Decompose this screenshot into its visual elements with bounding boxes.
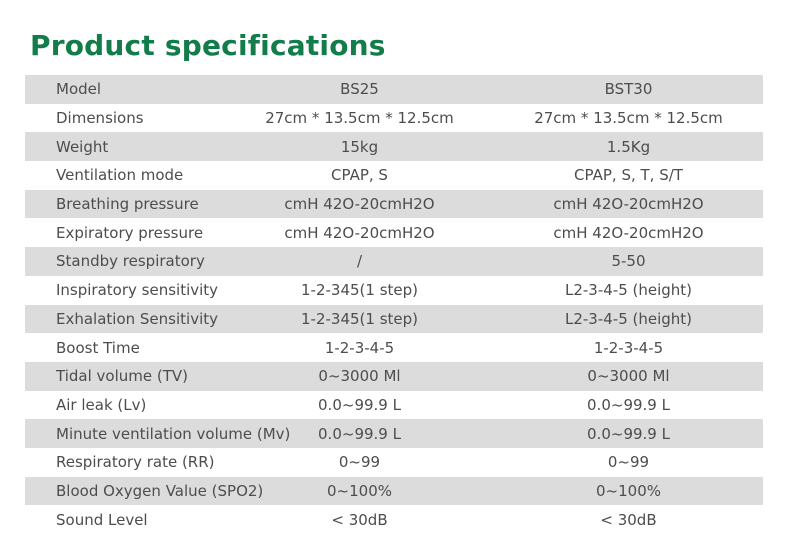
spec-bs25-cell: 15kg: [340, 137, 379, 156]
spec-label-cell: Tidal volume (TV): [56, 367, 188, 386]
table-row: Ventilation mode CPAP, S CPAP, S, T, S/T: [25, 161, 763, 190]
spec-bs25-cell: BS25: [340, 80, 379, 99]
spec-label-cell: Exhalation Sensitivity: [56, 309, 219, 328]
spec-label-cell: Weight: [56, 137, 109, 156]
spec-label-cell: Breathing pressure: [56, 195, 199, 214]
spec-bs25-cell: cmH 42O-20cmH2O: [284, 223, 435, 242]
spec-bs25-cell: /: [356, 252, 363, 271]
table-row: Weight 15kg 1.5Kg: [25, 132, 763, 162]
spec-label-cell: Standby respiratory: [56, 252, 205, 271]
spec-label-cell: Minute ventilation volume (Mv): [56, 424, 291, 443]
table-row: Boost Time 1-2-3-4-5 1-2-3-4-5: [25, 333, 763, 362]
spec-bst30-cell: L2-3-4-5 (height): [564, 281, 693, 300]
table-row: Dimensions 27cm * 13.5cm * 12.5cm 27cm *…: [25, 104, 763, 133]
spec-bst30-cell: 0.0~99.9 L: [587, 424, 670, 443]
spec-label-cell: Air leak (Lv): [56, 395, 147, 414]
spec-bs25-cell: 0~100%: [327, 481, 392, 500]
spec-label-cell: Model: [56, 80, 102, 99]
spec-label-cell: Dimensions: [56, 109, 144, 128]
table-row: Expiratory pressure cmH 42O-20cmH2O cmH …: [25, 218, 763, 247]
spec-bs25-cell: 1-2-3-4-5: [324, 338, 395, 357]
table-row: Respiratory rate (RR) 0~99 0~99: [25, 448, 763, 477]
table-row: Exhalation Sensitivity 1-2-345(1 step) L…: [25, 304, 763, 334]
spec-label-cell: Inspiratory sensitivity: [56, 281, 219, 300]
table-row: Blood Oxygen Value (SPO2) 0~100% 0~100%: [25, 476, 763, 506]
spec-bs25-cell: 0.0~99.9 L: [318, 424, 401, 443]
table-row: Tidal volume (TV) 0~3000 Ml 0~3000 Ml: [25, 361, 763, 391]
table-row: Breathing pressure cmH 42O-20cmH2O cmH 4…: [25, 189, 763, 219]
spec-bst30-cell: BST30: [604, 80, 653, 99]
spec-bst30-cell: 0~99: [607, 453, 650, 472]
spec-bst30-cell: 1.5Kg: [606, 137, 651, 156]
table-row: Model BS25 BST30: [25, 75, 763, 104]
spec-label-cell: Expiratory pressure: [56, 223, 204, 242]
table-row: Sound Level < 30dB < 30dB: [25, 505, 763, 534]
spec-bs25-cell: 1-2-345(1 step): [300, 309, 418, 328]
page-title: Product specifications: [30, 28, 386, 62]
spec-label-cell: Sound Level: [56, 510, 148, 529]
spec-bst30-cell: L2-3-4-5 (height): [564, 309, 693, 328]
spec-bst30-cell: 1-2-3-4-5: [593, 338, 664, 357]
spec-bst30-cell: 5-50: [611, 252, 646, 271]
spec-bst30-cell: 0~3000 Ml: [587, 367, 670, 386]
spec-label-cell: Boost Time: [56, 338, 140, 357]
spec-bst30-cell: 0.0~99.9 L: [587, 395, 670, 414]
spec-label-cell: Blood Oxygen Value (SPO2): [56, 481, 264, 500]
spec-bs25-cell: 1-2-345(1 step): [300, 281, 418, 300]
table-row: Inspiratory sensitivity 1-2-345(1 step) …: [25, 276, 763, 305]
spec-label-cell: Ventilation mode: [56, 166, 184, 185]
spec-bs25-cell: < 30dB: [331, 510, 388, 529]
spec-bst30-cell: 27cm * 13.5cm * 12.5cm: [534, 109, 723, 128]
spec-bs25-cell: CPAP, S: [331, 166, 388, 185]
spec-bst30-cell: cmH 42O-20cmH2O: [553, 223, 704, 242]
table-row: Minute ventilation volume (Mv) 0.0~99.9 …: [25, 419, 763, 448]
spec-bs25-cell: 0.0~99.9 L: [318, 395, 401, 414]
spec-bst30-cell: < 30dB: [600, 510, 657, 529]
spec-bs25-cell: 0~99: [338, 453, 381, 472]
table-row: Air leak (Lv) 0.0~99.9 L 0.0~99.9 L: [25, 391, 763, 420]
spec-bst30-cell: cmH 42O-20cmH2O: [553, 195, 704, 214]
spec-bs25-cell: 27cm * 13.5cm * 12.5cm: [265, 109, 454, 128]
spec-bst30-cell: 0~100%: [596, 481, 661, 500]
spec-label-cell: Respiratory rate (RR): [56, 453, 215, 472]
table-row: Standby respiratory / 5-50: [25, 247, 763, 276]
spec-bst30-cell: CPAP, S, T, S/T: [574, 166, 683, 185]
spec-table: Model BS25 BST30 Dimensions 27cm * 13.5c…: [25, 75, 763, 534]
spec-bs25-cell: cmH 42O-20cmH2O: [284, 195, 435, 214]
spec-bs25-cell: 0~3000 Ml: [318, 367, 401, 386]
